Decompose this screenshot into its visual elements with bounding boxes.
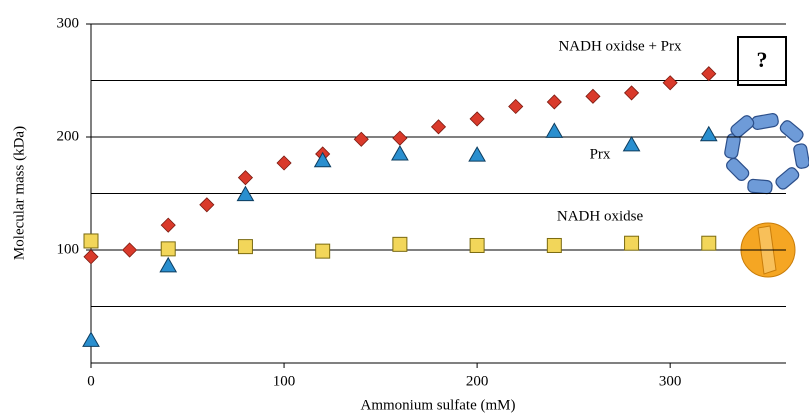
point — [546, 237, 562, 253]
point — [160, 217, 176, 233]
series-label: NADH oxidse + Prx — [558, 38, 682, 54]
point — [392, 130, 408, 146]
x-tick-label: 300 — [659, 373, 682, 389]
point — [468, 146, 486, 162]
point — [199, 197, 215, 213]
point — [83, 249, 99, 265]
point — [392, 236, 408, 252]
point — [662, 75, 678, 91]
point — [622, 135, 641, 152]
point — [313, 151, 332, 168]
point — [83, 233, 99, 249]
point — [701, 66, 717, 82]
point — [237, 170, 254, 186]
point — [469, 111, 485, 127]
y-axis-label: Molecular mass (kDa) — [11, 126, 27, 260]
annotation: ? — [757, 47, 768, 72]
series-label: Prx — [590, 146, 611, 162]
point — [391, 144, 409, 161]
point — [315, 243, 331, 259]
point — [276, 155, 292, 171]
point — [160, 241, 176, 257]
point — [508, 98, 524, 115]
point — [624, 235, 640, 251]
y-tick-label: 100 — [57, 241, 80, 257]
x-tick-label: 100 — [273, 373, 296, 389]
prx-ring-icon — [724, 113, 809, 195]
point — [430, 119, 447, 135]
point — [545, 122, 564, 138]
point — [623, 85, 640, 101]
point — [701, 235, 717, 251]
point — [236, 185, 255, 202]
x-axis-label: Ammonium sulfate (mM) — [361, 397, 516, 413]
y-tick-label: 300 — [57, 15, 80, 31]
x-tick-label: 200 — [466, 373, 489, 389]
point — [585, 88, 601, 104]
point — [353, 131, 369, 147]
point — [159, 256, 178, 273]
point — [82, 331, 100, 347]
point — [546, 94, 562, 110]
x-tick-label: 0 — [87, 373, 95, 389]
point — [237, 239, 253, 255]
point — [469, 237, 485, 253]
question-box — [737, 36, 787, 86]
point — [122, 242, 138, 258]
point — [699, 125, 718, 142]
series-label: NADH oxidse — [557, 208, 644, 224]
y-tick-label: 200 — [57, 128, 80, 144]
